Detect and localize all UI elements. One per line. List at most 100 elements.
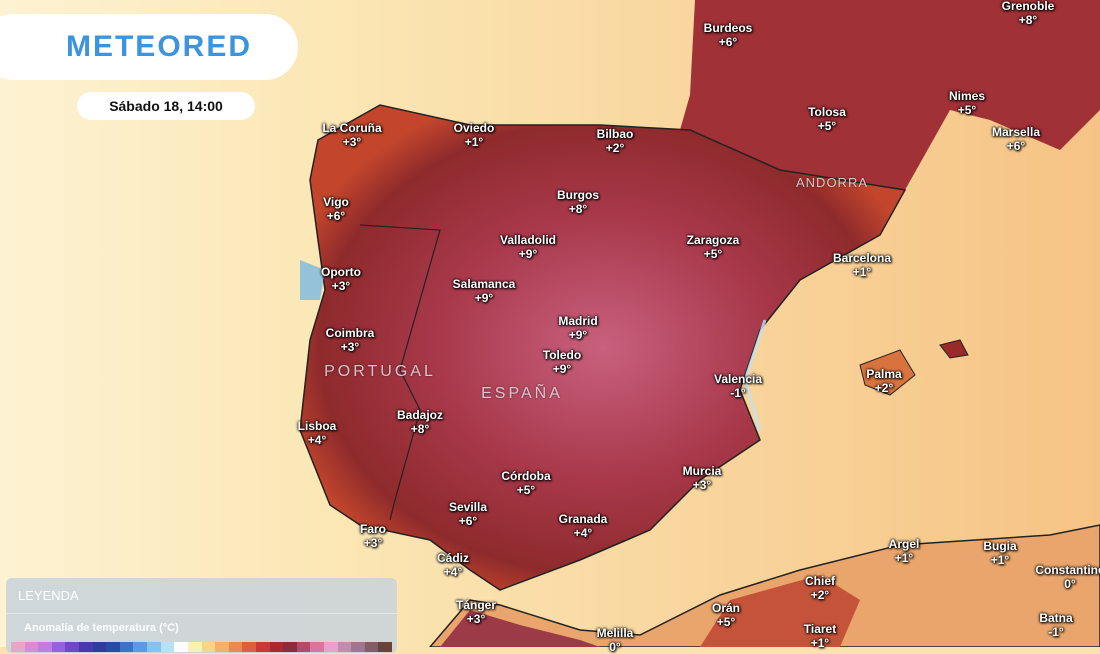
city-anomaly-value: +2° bbox=[874, 381, 894, 395]
country-label: ESPAÑA bbox=[481, 385, 563, 402]
city-name: Marsella bbox=[991, 125, 1041, 139]
city-label: Sevilla +6° bbox=[449, 500, 487, 528]
city-anomaly-value: +5° bbox=[516, 483, 536, 497]
menorca-region bbox=[939, 339, 969, 359]
city-anomaly-value: +5° bbox=[716, 615, 736, 629]
city-anomaly-value: +3° bbox=[331, 279, 351, 293]
city-name: Argel bbox=[888, 537, 920, 551]
legend-panel[interactable]: LEYENDA Anomalía de temperatura (°C) bbox=[6, 578, 397, 653]
city-anomaly-value: +1° bbox=[894, 551, 914, 565]
city-label: Marsella +6° bbox=[992, 125, 1040, 153]
portugal-border bbox=[359, 224, 441, 521]
city-label: Grenoble +8° bbox=[1002, 0, 1055, 27]
city-label: Coimbra +3° bbox=[326, 326, 375, 354]
legend-swatch bbox=[310, 642, 325, 652]
forecast-time-badge: Sábado 18, 14:00 bbox=[77, 92, 255, 120]
city-anomaly-value: +6° bbox=[718, 35, 738, 49]
city-label: La Coruña +3° bbox=[322, 121, 381, 149]
city-name: Barcelona bbox=[832, 251, 892, 265]
city-label: Cádiz +4° bbox=[437, 551, 469, 579]
city-label: Vigo +6° bbox=[323, 195, 349, 223]
city-name: Grenoble bbox=[1001, 0, 1055, 13]
city-name: Burdeos bbox=[703, 21, 753, 35]
legend-swatch bbox=[92, 642, 107, 652]
city-name: Oporto bbox=[321, 265, 361, 279]
country-label: ANDORRA bbox=[795, 175, 869, 190]
city-anomaly-value: -1° bbox=[1048, 625, 1064, 639]
city-name: Granada bbox=[558, 512, 608, 526]
city-name: Nimes bbox=[948, 89, 986, 103]
city-name: Burgos bbox=[557, 188, 599, 202]
city-name: Valladolid bbox=[499, 233, 557, 247]
city-name: Sevilla bbox=[448, 500, 488, 514]
city-label: Batna -1° bbox=[1039, 611, 1072, 639]
legend-swatch bbox=[147, 642, 161, 652]
legend-swatch bbox=[24, 642, 39, 652]
city-label: Lisboa +4° bbox=[298, 419, 337, 447]
city-anomaly-value: 0° bbox=[1064, 577, 1076, 591]
legend-swatch bbox=[174, 642, 188, 652]
city-label: Nimes +5° bbox=[949, 89, 985, 117]
city-name: Oviedo bbox=[453, 121, 495, 135]
city-label: Granada +4° bbox=[559, 512, 608, 540]
city-label: Barcelona +1° bbox=[833, 251, 891, 279]
city-name: La Coruña bbox=[322, 121, 382, 135]
city-anomaly-value: +1° bbox=[464, 135, 484, 149]
legend-swatch bbox=[269, 642, 284, 652]
legend-swatch bbox=[160, 642, 175, 652]
city-label: Valladolid +9° bbox=[500, 233, 556, 261]
city-anomaly-value: +4° bbox=[573, 526, 593, 540]
city-name: Vigo bbox=[323, 195, 349, 209]
city-label: Chief +2° bbox=[805, 574, 835, 602]
meteored-logo[interactable]: METEORED bbox=[0, 14, 298, 80]
legend-title[interactable]: LEYENDA bbox=[6, 578, 397, 614]
legend-swatch bbox=[242, 642, 256, 652]
city-name: Zaragoza bbox=[686, 233, 740, 247]
city-label: Toledo +9° bbox=[543, 348, 581, 376]
city-anomaly-value: +2° bbox=[605, 141, 625, 155]
legend-swatch bbox=[51, 642, 66, 652]
city-label: Tiaret +1° bbox=[804, 622, 836, 650]
city-label: Bugia +1° bbox=[983, 539, 1016, 567]
city-name: Córdoba bbox=[501, 469, 551, 483]
mallorca-region bbox=[859, 349, 916, 396]
city-name: Salamanca bbox=[452, 277, 516, 291]
city-anomaly-value: +2° bbox=[810, 588, 830, 602]
legend-swatch bbox=[351, 642, 365, 652]
city-anomaly-value: +4° bbox=[307, 433, 327, 447]
legend-swatch bbox=[337, 642, 352, 652]
city-name: Madrid bbox=[558, 314, 598, 328]
city-label: Constantine 0° bbox=[1035, 563, 1100, 591]
city-anomaly-value: +3° bbox=[340, 340, 360, 354]
city-label: Zaragoza +5° bbox=[687, 233, 740, 261]
city-anomaly-value: +4° bbox=[443, 565, 463, 579]
city-anomaly-value: +5° bbox=[817, 119, 837, 133]
city-label: Tánger +3° bbox=[456, 598, 496, 626]
legend-swatch bbox=[296, 642, 311, 652]
city-anomaly-value: +1° bbox=[810, 636, 830, 650]
city-label: Oviedo +1° bbox=[454, 121, 495, 149]
city-anomaly-value: +9° bbox=[518, 247, 538, 261]
city-label: Burdeos +6° bbox=[704, 21, 753, 49]
city-label: Melilla 0° bbox=[597, 626, 634, 654]
city-name: Tiaret bbox=[803, 622, 837, 636]
city-anomaly-value: +3° bbox=[466, 612, 486, 626]
city-label: Burgos +8° bbox=[557, 188, 599, 216]
city-name: Valencia bbox=[713, 372, 763, 386]
country-label: PORTUGAL bbox=[324, 363, 436, 380]
city-name: Badajoz bbox=[396, 408, 444, 422]
city-label: Córdoba +5° bbox=[501, 469, 550, 497]
city-anomaly-value: +8° bbox=[410, 422, 430, 436]
city-name: Constantine bbox=[1035, 563, 1100, 577]
city-anomaly-value: +9° bbox=[568, 328, 588, 342]
city-name: Bugia bbox=[983, 539, 1017, 553]
legend-swatch bbox=[364, 642, 379, 652]
legend-swatch bbox=[119, 642, 134, 652]
legend-swatch bbox=[11, 642, 25, 652]
city-anomaly-value: +1° bbox=[990, 553, 1010, 567]
city-name: Cádiz bbox=[436, 551, 470, 565]
city-anomaly-value: +9° bbox=[474, 291, 494, 305]
city-anomaly-value: +3° bbox=[363, 536, 383, 550]
legend-swatch bbox=[324, 642, 338, 652]
